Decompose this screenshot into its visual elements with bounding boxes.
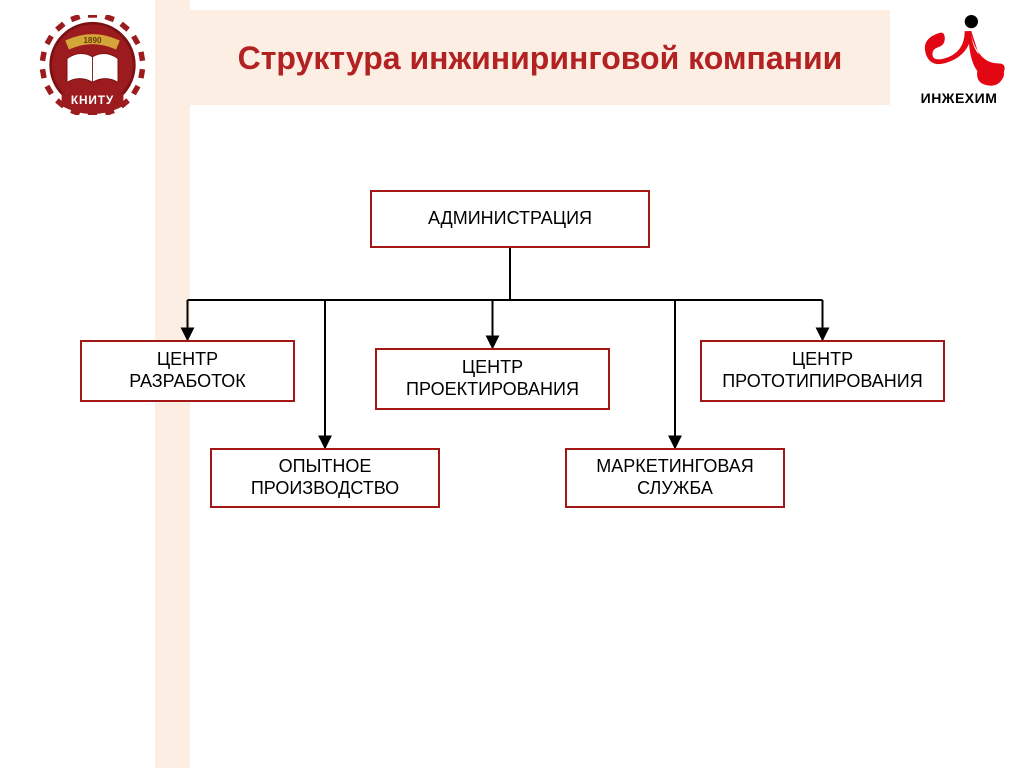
org-node-label: ЦЕНТР РАЗРАБОТОК [123,345,252,396]
company-logo-label: ИНЖЕХИМ [921,90,998,106]
university-logo: 1890 КНИТУ [35,15,150,115]
org-node-label: ОПЫТНОЕ ПРОИЗВОДСТВО [245,452,405,503]
book-icon [67,54,118,83]
slide-title: Структура инжиниринговой компании [238,38,843,78]
org-node-proto: ЦЕНТР ПРОТОТИПИРОВАНИЯ [700,340,945,402]
org-node-label: МАРКЕТИНГОВАЯ СЛУЖБА [590,452,760,503]
org-node-mkt: МАРКЕТИНГОВАЯ СЛУЖБА [565,448,785,508]
org-node-design: ЦЕНТР ПРОЕКТИРОВАНИЯ [375,348,610,410]
emblem-year: 1890 [83,36,102,45]
emblem-caption: КНИТУ [71,93,114,107]
org-node-admin: АДМИНИСТРАЦИЯ [370,190,650,248]
org-node-dev: ЦЕНТР РАЗРАБОТОК [80,340,295,402]
slide-stage: Структура инжиниринговой компании [0,0,1024,768]
org-node-label: АДМИНИСТРАЦИЯ [422,204,598,234]
inzhekhim-swirl-icon [911,14,1007,88]
university-emblem-icon: 1890 КНИТУ [35,15,150,115]
org-node-prod: ОПЫТНОЕ ПРОИЗВОДСТВО [210,448,440,508]
company-logo: ИНЖЕХИМ [904,10,1014,110]
org-node-label: ЦЕНТР ПРОЕКТИРОВАНИЯ [400,353,585,404]
org-node-label: ЦЕНТР ПРОТОТИПИРОВАНИЯ [716,345,929,396]
title-bar: Структура инжиниринговой компании [190,10,890,105]
